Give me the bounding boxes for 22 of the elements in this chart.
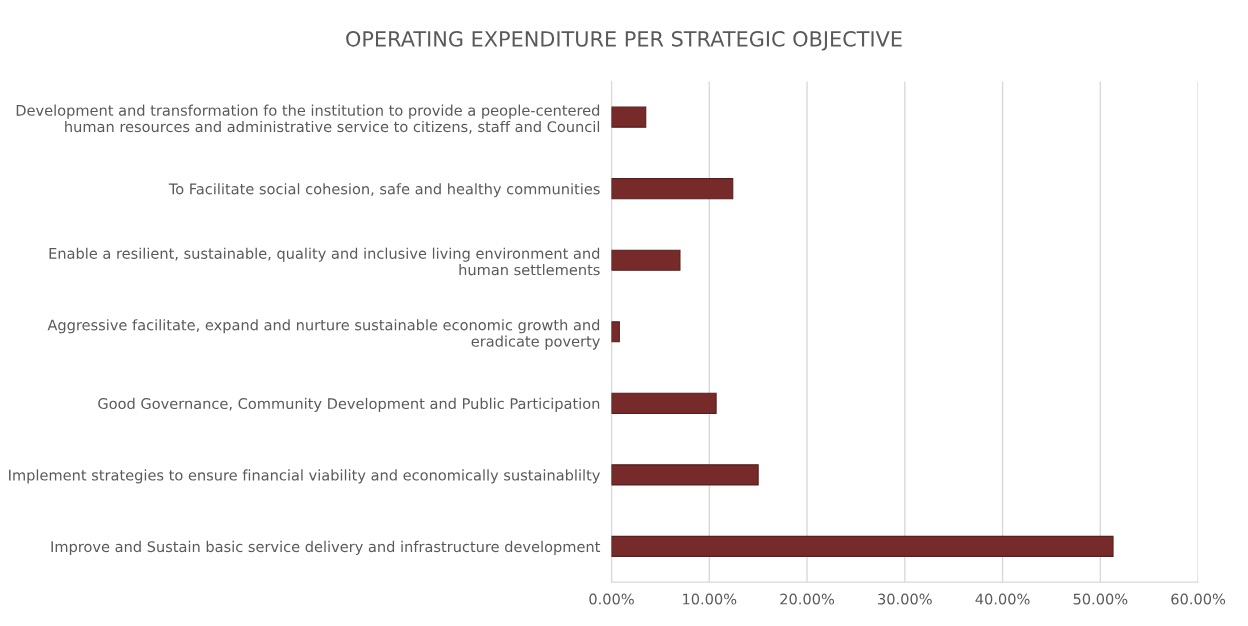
y-tick-label: Improve and Sustain basic service delivery and infrastructure development bbox=[51, 540, 601, 555]
chart-title: OPERATING EXPENDITURE PER STRATEGIC OBJECTIVE bbox=[346, 30, 902, 51]
bar bbox=[611, 106, 647, 128]
x-tick-label: 10.00% bbox=[683, 593, 737, 605]
x-tick-label: 20.00% bbox=[780, 593, 835, 605]
x-tick-label: 50.00% bbox=[1073, 593, 1128, 605]
y-tick-label: Enable a resilient, sustainable, quality and inclusive living environment and human settlements bbox=[49, 247, 600, 276]
y-tick-label: Aggressive facilitate, expand and nurture sustainable economic growth and eradicate poverty bbox=[47, 319, 600, 350]
x-tick-label: 40.00% bbox=[975, 593, 1030, 605]
bar bbox=[611, 321, 620, 343]
y-tick-label: Development and transformation fo the institution to provide a people-centered human resources and administrative service to citizens, staff and Council bbox=[16, 104, 600, 134]
y-tick-label: To Facilitate social cohesion, safe and healthy communities bbox=[168, 183, 600, 198]
bar bbox=[611, 535, 1114, 557]
bar bbox=[611, 392, 717, 414]
y-tick-label: Good Governance, Community Development and Public Participation bbox=[98, 397, 600, 412]
x-tick-label: 30.00% bbox=[878, 593, 932, 605]
y-tick-label: Implement strategies to ensure financial viability and economically sustainablilty bbox=[9, 469, 600, 484]
x-tick-label: 0.00% bbox=[589, 593, 634, 605]
bar bbox=[611, 178, 734, 200]
bar bbox=[611, 464, 759, 486]
bar bbox=[611, 249, 681, 271]
x-tick-label: 60.00% bbox=[1171, 593, 1226, 605]
